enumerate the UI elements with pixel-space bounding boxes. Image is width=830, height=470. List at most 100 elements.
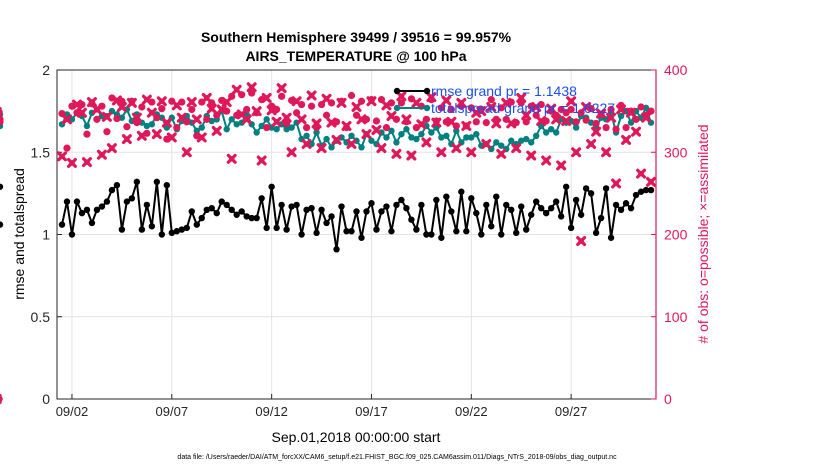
obs-assimilated-point xyxy=(61,114,72,125)
obs-assimilated-point xyxy=(356,114,367,125)
series-point xyxy=(637,188,645,195)
obs-assimilated-center xyxy=(164,119,170,126)
obs-assimilated-center xyxy=(358,116,365,123)
series-point xyxy=(458,188,465,195)
series-point xyxy=(78,209,86,217)
obs-possible-point xyxy=(188,105,196,114)
obs-possible-point xyxy=(113,114,121,123)
obs-assimilated-point xyxy=(376,143,387,154)
obs-assimilated-point xyxy=(256,155,267,166)
obs-assimilated-center xyxy=(273,119,280,125)
legend-swatch-marker xyxy=(423,87,431,95)
obs-assimilated-center xyxy=(124,136,130,142)
obs-assimilated-point xyxy=(331,134,342,145)
obs-possible-point xyxy=(83,130,91,138)
obs-assimilated-center xyxy=(618,106,624,113)
series-point xyxy=(408,216,415,223)
obs-assimilated-point xyxy=(346,139,357,150)
obs-assimilated-center xyxy=(198,134,205,141)
series-point xyxy=(148,223,156,230)
obs-possible-point xyxy=(203,115,211,123)
series-point xyxy=(283,126,290,133)
obs-assimilated-center xyxy=(523,112,530,119)
obs-assimilated-point xyxy=(56,151,67,162)
series-point xyxy=(612,201,620,209)
series-point xyxy=(533,132,540,139)
obs-possible-point xyxy=(123,123,131,131)
obs-assimilated-point xyxy=(641,112,652,123)
obs-assimilated-point xyxy=(91,104,102,115)
obs-assimilated-center xyxy=(388,113,395,119)
series-point xyxy=(453,127,460,135)
series-point xyxy=(313,229,320,237)
obs-assimilated-point xyxy=(136,130,147,141)
obs-assimilated-center xyxy=(638,170,644,177)
obs-assimilated-center xyxy=(603,149,609,156)
series-point xyxy=(318,206,325,214)
obs-assimilated-center xyxy=(518,95,525,101)
obs-possible-point xyxy=(263,123,271,132)
legend-label: totalspread grand pr = 1.6227 xyxy=(431,100,615,116)
series-point xyxy=(542,129,550,136)
obs-assimilated-point xyxy=(196,132,207,143)
obs-assimilated-center xyxy=(228,156,235,162)
y-right-tick-label: 300 xyxy=(664,144,688,160)
series-point xyxy=(253,214,260,222)
series-point xyxy=(528,139,535,146)
series-point xyxy=(273,126,280,133)
obs-assimilated-center xyxy=(513,145,520,151)
series-point xyxy=(602,185,610,192)
series-point xyxy=(268,183,275,190)
series-point xyxy=(303,206,310,214)
legend-swatch-marker xyxy=(423,104,431,112)
obs-possible-point xyxy=(592,119,600,128)
obs-assimilated-point xyxy=(106,143,117,154)
series-point xyxy=(622,200,630,207)
obs-assimilated-center xyxy=(323,95,330,102)
obs-assimilated-center xyxy=(363,131,370,137)
x-tick-label: 09/12 xyxy=(255,404,288,419)
obs-assimilated-point xyxy=(466,147,477,158)
obs-assimilated-center xyxy=(59,153,65,160)
footnote: data file: /Users/raeder/DAI/ATM_forcXX/… xyxy=(177,454,617,461)
obs-assimilated-center xyxy=(308,92,315,99)
obs-possible-point xyxy=(397,99,406,107)
obs-possible-point xyxy=(0,115,4,123)
obs-assimilated-point xyxy=(516,92,527,103)
obs-assimilated-point xyxy=(336,97,347,108)
obs-assimilated-center xyxy=(508,120,515,127)
series-point xyxy=(328,213,335,220)
obs-assimilated-center xyxy=(353,104,360,110)
series-point xyxy=(198,214,205,222)
series-point xyxy=(547,204,555,212)
obs-assimilated-point xyxy=(396,91,407,102)
obs-possible-point xyxy=(522,118,530,126)
series-point xyxy=(453,228,460,235)
obs-assimilated-center xyxy=(293,98,300,105)
tick-labels: 09/02 09/07 09/12 09/17 09/22 09/2700.511.520… xyxy=(31,62,688,419)
obs-assimilated-center xyxy=(593,128,599,135)
series-point xyxy=(597,214,605,222)
series-point xyxy=(498,142,505,149)
obs-assimilated-point xyxy=(411,97,422,108)
obs-assimilated-center xyxy=(558,162,564,169)
series-point xyxy=(138,226,146,233)
obs-assimilated-center xyxy=(433,119,440,126)
obs-possible-point xyxy=(173,123,181,132)
obs-possible-point xyxy=(637,103,645,111)
obs-possible-point xyxy=(472,118,480,126)
obs-assimilated-center xyxy=(154,131,160,137)
obs-assimilated-point xyxy=(606,112,617,123)
obs-assimilated-point xyxy=(211,125,222,136)
x-tick-label: 09/17 xyxy=(355,404,388,419)
obs-assimilated-point xyxy=(626,107,637,118)
obs-assimilated-point xyxy=(486,102,497,113)
series-point xyxy=(343,228,350,235)
series-point xyxy=(617,112,625,120)
obs-assimilated-center xyxy=(89,99,95,105)
series-point xyxy=(523,135,530,143)
obs-assimilated-center xyxy=(134,114,140,121)
obs-assimilated-center xyxy=(498,151,505,157)
obs-assimilated-point xyxy=(161,117,172,128)
